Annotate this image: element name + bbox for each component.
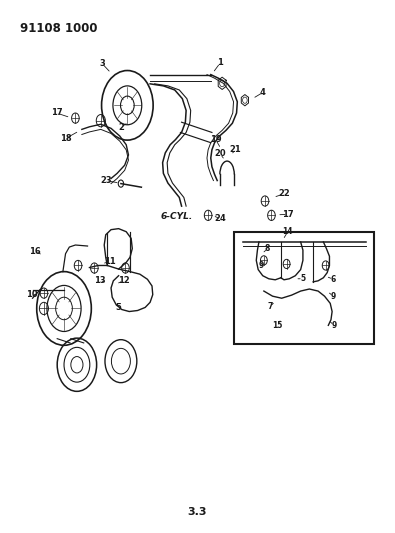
Text: 12: 12: [118, 276, 130, 285]
Text: 1: 1: [217, 58, 223, 67]
Text: 9: 9: [259, 261, 264, 270]
Bar: [233, 232, 374, 344]
Text: 17: 17: [282, 210, 293, 219]
Text: 5: 5: [300, 274, 305, 283]
Text: 3.3: 3.3: [188, 507, 207, 517]
Text: 91108 1000: 91108 1000: [20, 22, 98, 35]
Text: 11: 11: [103, 257, 115, 266]
Text: 8: 8: [265, 244, 270, 253]
Text: 9: 9: [331, 292, 336, 301]
Text: 10: 10: [26, 290, 37, 299]
Text: 6-CYL.: 6-CYL.: [160, 212, 193, 221]
Text: 4: 4: [260, 88, 266, 97]
Text: 9: 9: [331, 321, 337, 330]
Text: 16: 16: [29, 247, 41, 256]
Text: 13: 13: [94, 276, 105, 285]
Text: 23: 23: [100, 176, 111, 185]
Text: 14: 14: [282, 227, 293, 236]
Text: 19: 19: [210, 135, 222, 144]
Text: 3: 3: [99, 59, 105, 68]
Text: 21: 21: [229, 146, 241, 155]
Text: 24: 24: [214, 214, 226, 223]
Text: 6: 6: [331, 275, 336, 284]
Text: 17: 17: [51, 109, 62, 117]
Text: 20: 20: [214, 149, 226, 158]
Text: 15: 15: [272, 321, 282, 330]
Text: 5: 5: [116, 303, 122, 312]
Text: 18: 18: [60, 134, 71, 143]
Text: 22: 22: [278, 189, 290, 198]
Text: 7: 7: [268, 302, 273, 311]
Text: 2: 2: [118, 123, 124, 132]
